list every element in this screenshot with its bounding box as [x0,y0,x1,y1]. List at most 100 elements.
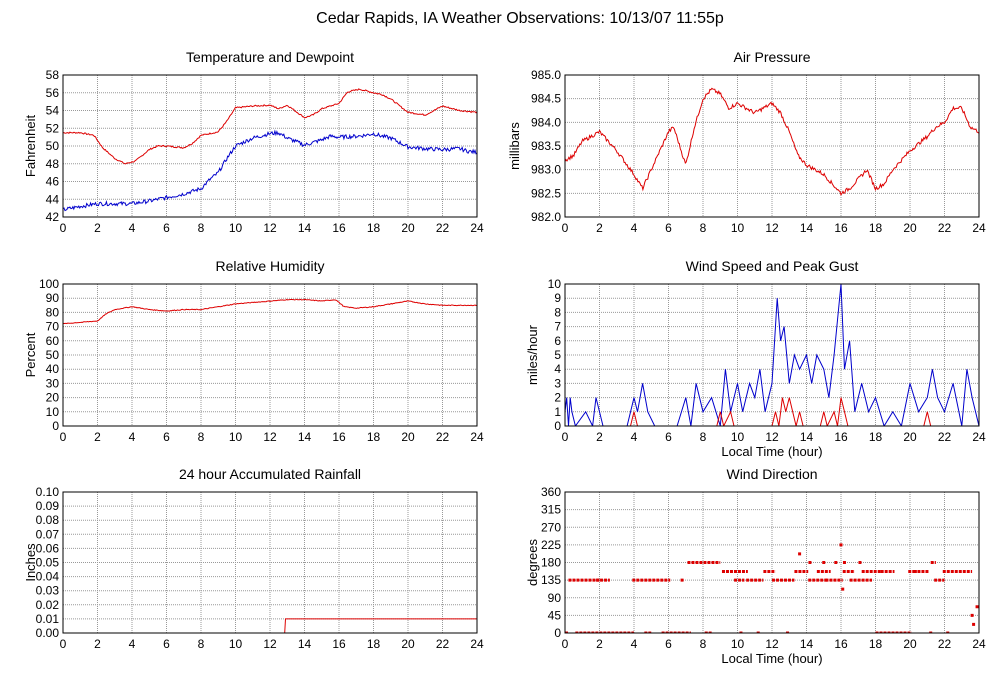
x-tick-label: 0 [60,430,67,444]
x-tick-label: 4 [129,221,136,235]
data-point [842,561,846,564]
series-line-0 [63,88,477,165]
x-tick-label: 12 [263,637,277,651]
y-tick-label: 9 [554,291,561,305]
panel-title: Wind Speed and Peak Gust [686,258,859,274]
y-tick-label: 56 [46,86,60,100]
plot-frame [62,74,478,218]
data-point [841,587,845,591]
x-tick-label: 24 [972,221,986,235]
panel-title: Temperature and Dewpoint [186,49,354,65]
x-tick-label: 0 [60,637,67,651]
x-tick-label: 10 [229,637,243,651]
x-tick-label: 14 [800,637,814,651]
y-tick-label: 54 [46,104,60,118]
x-tick-label: 6 [665,221,672,235]
y-tick-label: 48 [46,157,60,171]
x-axis-label: Local Time (hour) [721,651,822,666]
y-axis-label: millibars [507,122,522,170]
x-tick-label: 0 [562,221,569,235]
x-tick-label: 12 [765,221,779,235]
panel-title: Air Pressure [733,49,810,65]
x-tick-label: 14 [800,221,814,235]
plot-frame [564,491,980,634]
x-tick-label: 16 [332,637,346,651]
x-tick-label: 4 [129,430,136,444]
y-tick-label: 0 [52,419,59,433]
y-tick-label: 20 [46,391,60,405]
y-tick-label: 0.04 [36,570,60,584]
y-tick-label: 4 [554,362,561,376]
x-tick-label: 0 [562,637,569,651]
x-tick-label: 8 [198,221,205,235]
y-tick-label: 983.5 [531,139,561,153]
x-tick-label: 20 [903,221,917,235]
x-tick-label: 2 [94,637,101,651]
y-tick-label: 982.0 [531,210,561,224]
y-tick-label: 2 [554,391,561,405]
data-point [970,613,974,617]
x-tick-label: 2 [596,221,603,235]
x-tick-label: 12 [263,430,277,444]
y-tick-label: 0.01 [36,612,60,626]
series-line-1 [63,129,477,212]
y-tick-label: 6 [554,334,561,348]
y-tick-label: 360 [541,485,561,499]
x-tick-label: 0 [60,221,67,235]
y-tick-label: 5 [554,348,561,362]
x-tick-label: 20 [401,637,415,651]
y-tick-label: 0.06 [36,541,60,555]
x-tick-label: 2 [596,430,603,444]
x-tick-label: 20 [401,430,415,444]
y-tick-label: 315 [541,503,561,517]
y-axis-label: Percent [23,332,38,377]
x-tick-label: 0 [562,430,569,444]
y-axis-label: miles/hour [525,324,540,385]
data-point [834,561,838,564]
y-tick-label: 8 [554,305,561,319]
y-tick-label: 70 [46,320,60,334]
y-tick-label: 90 [548,591,562,605]
y-tick-label: 0.08 [36,513,60,527]
x-tick-label: 14 [298,637,312,651]
x-tick-label: 8 [700,221,707,235]
x-tick-label: 22 [938,637,952,651]
x-tick-label: 22 [938,221,952,235]
x-tick-label: 24 [972,430,986,444]
x-tick-label: 18 [869,221,883,235]
y-tick-label: 40 [46,362,60,376]
x-tick-label: 24 [972,637,986,651]
plot-frame [62,283,478,427]
y-tick-label: 0.00 [36,626,60,640]
y-tick-label: 100 [39,277,59,291]
x-tick-label: 20 [903,637,917,651]
x-tick-label: 18 [367,637,381,651]
x-tick-label: 24 [470,430,484,444]
x-tick-label: 16 [834,430,848,444]
x-tick-label: 10 [731,637,745,651]
panel-title: Wind Direction [726,466,817,482]
y-tick-label: 270 [541,520,561,534]
x-tick-label: 18 [869,637,883,651]
y-tick-label: 225 [541,538,561,552]
x-tick-label: 14 [298,430,312,444]
data-point [786,631,790,633]
y-tick-label: 0.05 [36,556,60,570]
x-tick-label: 8 [700,637,707,651]
x-tick-label: 4 [631,637,638,651]
y-tick-label: 7 [554,320,561,334]
x-tick-label: 6 [665,637,672,651]
y-tick-label: 0.02 [36,598,60,612]
x-tick-label: 14 [298,221,312,235]
x-tick-label: 6 [163,221,170,235]
y-tick-label: 983.0 [531,163,561,177]
y-tick-label: 135 [541,573,561,587]
x-tick-label: 18 [367,430,381,444]
x-tick-label: 18 [869,430,883,444]
x-tick-label: 22 [938,430,952,444]
y-tick-label: 1 [554,405,561,419]
x-tick-label: 24 [470,637,484,651]
y-tick-label: 180 [541,556,561,570]
